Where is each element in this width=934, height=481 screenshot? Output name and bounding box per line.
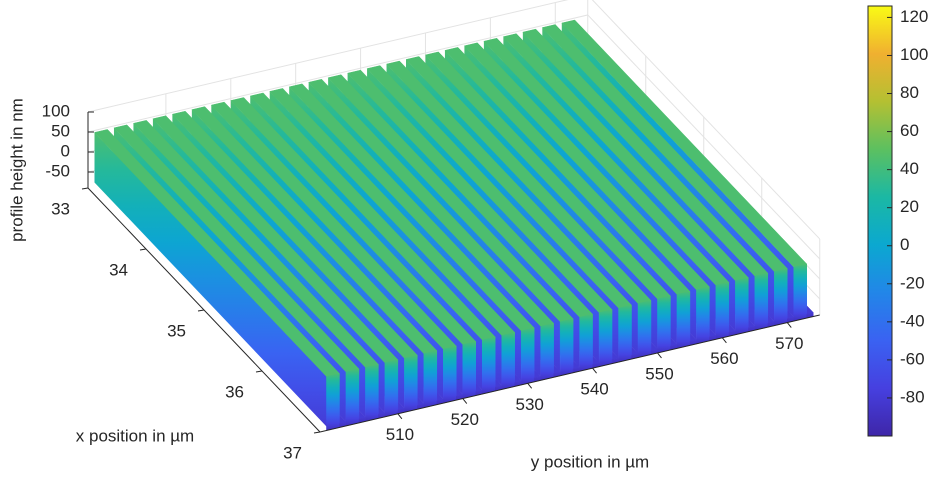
z-axis-label: profile height in nm — [7, 98, 26, 242]
x-tick — [255, 370, 263, 373]
y-tick-label: 540 — [580, 380, 608, 399]
y-tick-label: 530 — [515, 395, 543, 414]
colorbar-tick-label: -20 — [900, 273, 925, 292]
front-face — [735, 277, 749, 336]
grid-line — [87, 0, 821, 240]
colorbar-tick-label: 80 — [900, 83, 919, 102]
colorbar-tick-label: 120 — [900, 7, 928, 26]
colorbar-tick-label: -40 — [900, 311, 925, 330]
x-tick — [313, 431, 321, 434]
front-face — [754, 272, 769, 331]
front-face — [540, 322, 554, 381]
front-face — [365, 364, 379, 422]
front-face — [618, 304, 632, 363]
front-face — [345, 368, 360, 427]
grid-line — [87, 14, 821, 260]
front-face — [384, 359, 399, 418]
y-tick — [721, 337, 727, 344]
z-tick-label: 50 — [51, 121, 70, 140]
z-tick-label: 0 — [61, 141, 70, 160]
y-tick — [462, 398, 468, 404]
side-wall — [94, 132, 327, 427]
y-tick — [397, 413, 403, 420]
x-tick-label: 33 — [51, 199, 70, 218]
y-axis-label: y position in µm — [531, 452, 649, 471]
front-face — [637, 300, 652, 358]
x-tick — [139, 248, 147, 251]
y-tick — [527, 383, 533, 389]
colorbar-tick-label: -80 — [900, 387, 925, 406]
front-face — [423, 350, 438, 408]
colorbar-tick-label: 60 — [900, 121, 919, 140]
y-tick — [657, 352, 662, 359]
colorbar — [867, 5, 893, 437]
z-tick-label: -50 — [45, 161, 70, 180]
colorbar-tick-label: 20 — [900, 197, 919, 216]
front-face — [715, 281, 730, 340]
y-axis — [319, 314, 820, 433]
y-tick-label: 550 — [645, 364, 673, 383]
z-tick-label: 100 — [42, 101, 70, 120]
front-face — [482, 336, 496, 395]
front-face — [793, 263, 807, 322]
front-face — [676, 291, 691, 349]
front-face — [598, 309, 613, 367]
colorbar-tick-label: -60 — [900, 349, 925, 368]
colorbar-tick-label: 40 — [900, 159, 919, 178]
y-tick — [786, 322, 792, 328]
x-tick — [197, 309, 205, 312]
x-axis-label: x position in µm — [76, 426, 194, 445]
front-face — [404, 354, 418, 413]
y-tick-label: 520 — [451, 410, 479, 429]
front-face — [696, 286, 710, 345]
x-tick-label: 35 — [167, 321, 186, 340]
x-tick-label: 36 — [225, 382, 244, 401]
x-tick-label: 37 — [283, 443, 302, 462]
x-tick-label: 34 — [109, 260, 128, 279]
front-face — [520, 327, 535, 386]
front-face — [559, 318, 574, 377]
front-face — [443, 345, 457, 404]
y-tick-label: 510 — [386, 425, 414, 444]
y-tick — [592, 367, 597, 374]
colorbar-tick-label: 0 — [900, 235, 909, 254]
y-tick-label: 570 — [775, 334, 803, 353]
front-face — [579, 313, 593, 372]
front-face — [326, 373, 340, 431]
x-tick — [81, 187, 89, 190]
y-tick-label: 560 — [710, 349, 738, 368]
front-face — [657, 295, 671, 354]
front-face — [501, 332, 515, 390]
colorbar-tick-label: 100 — [900, 45, 928, 64]
front-face — [774, 268, 788, 326]
front-face — [462, 341, 477, 399]
